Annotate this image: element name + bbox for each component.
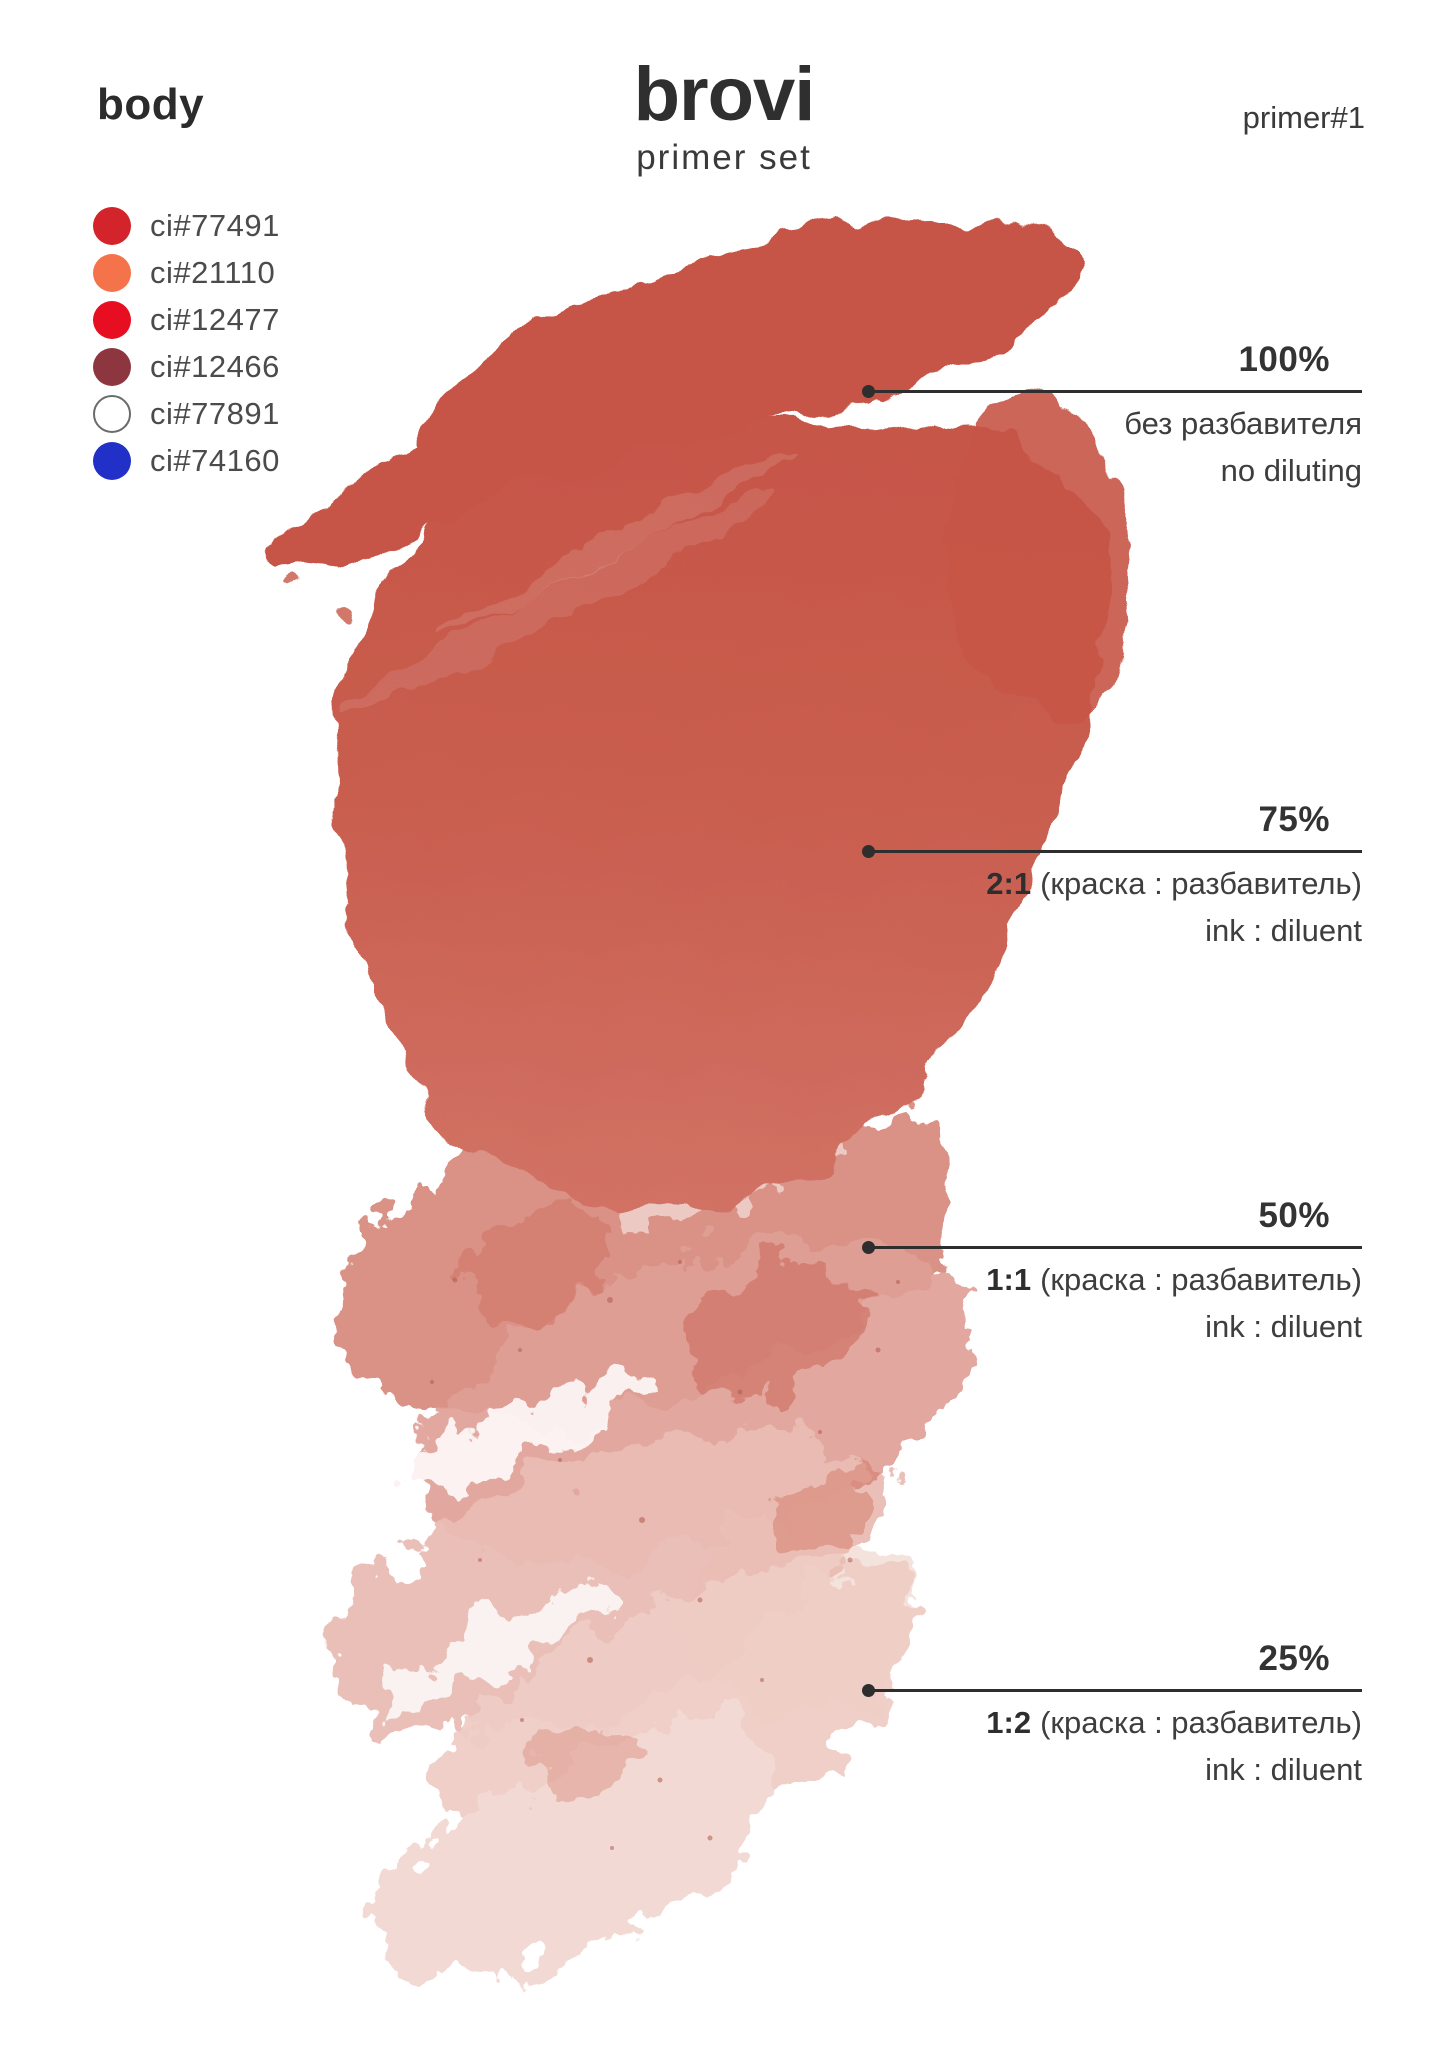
callout-50-percent: 50% 1:1 (краска : разбавитель) ink : dilu… [722,1196,1362,1345]
legend-item: ci#77491 [93,207,280,245]
dilution-note-en: ink : diluent [1205,913,1362,948]
legend-item: ci#21110 [93,254,280,292]
dilution-ratio: 1:1 [986,1262,1032,1297]
dilution-note-en: ink : diluent [1205,1309,1362,1344]
pigment-color-dot [93,395,131,433]
dilution-ratio: 1:2 [986,1705,1032,1740]
sheet-label: primer#1 [1242,100,1365,135]
dilution-note-ru: 1:2 (краска : разбавитель) [986,1705,1362,1740]
callout-line [862,845,1362,858]
pigment-color-dot [93,254,131,292]
legend-item: ci#12477 [93,301,280,339]
dilution-percent: 75% [1258,800,1330,839]
callout-75-percent: 75% 2:1 (краска : разбавитель) ink : dilu… [722,800,1362,949]
pigment-ci-label: ci#74160 [150,443,280,478]
callout-line [862,385,1362,398]
dilution-note-ru: без разбавителя [1124,406,1362,441]
pigment-ci-label: ci#77891 [150,396,280,431]
pigment-ci-label: ci#12477 [150,302,280,337]
dilution-ratio: 2:1 [986,866,1032,901]
legend-item: ci#74160 [93,442,280,480]
pigment-color-dot [93,348,131,386]
callout-100-percent: 100% без разбавителя no diluting [722,340,1362,489]
brand-name: brovi [633,52,816,137]
dilution-percent: 100% [1238,340,1330,379]
dilution-note-en: no diluting [1220,453,1362,488]
dilution-percent: 25% [1258,1639,1330,1678]
pigment-color-dot [93,442,131,480]
dilution-note-ru: 1:1 (краска : разбавитель) [986,1262,1362,1297]
pigment-ci-label: ci#77491 [150,208,280,243]
callout-line [862,1684,1362,1697]
pigment-ci-label: ci#21110 [150,255,276,290]
callout-line [862,1241,1362,1254]
pigment-ci-label: ci#12466 [150,349,280,384]
swatch-strokes-50-25 [329,1085,983,1981]
pigment-color-dot [93,301,131,339]
legend-item: ci#77891 [93,395,280,433]
dilution-percent: 50% [1258,1196,1330,1235]
pigment-legend: ci#77491 ci#21110 ci#12477 ci#12466 ci#7… [93,207,280,489]
dilution-note-en: ink : diluent [1205,1752,1362,1787]
swatch-strokes-100-75 [275,218,1135,1206]
legend-item: ci#12466 [93,348,280,386]
pigment-color-dot [93,207,131,245]
brand-logo: brovi primer set [633,52,816,178]
product-line-subtitle: primer set [636,138,812,177]
swatch-speckles [430,1260,900,1850]
category-title: body [97,80,205,129]
dilution-note-ru: 2:1 (краска : разбавитель) [986,866,1362,901]
callout-25-percent: 25% 1:2 (краска : разбавитель) ink : dilu… [722,1639,1362,1788]
